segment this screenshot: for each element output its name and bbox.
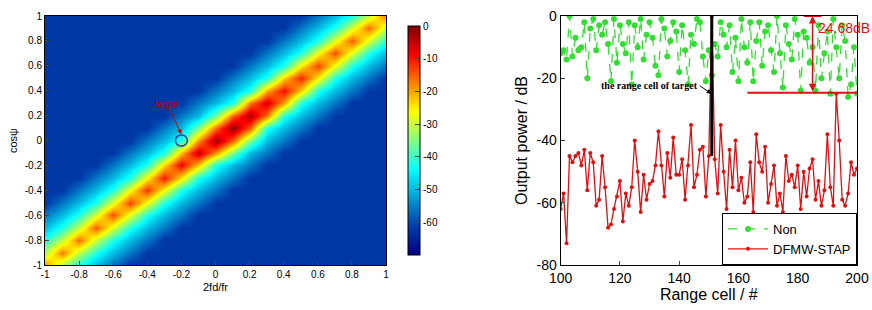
svg-text:-1: -1 xyxy=(33,260,42,271)
svg-text:-50: -50 xyxy=(423,184,438,195)
svg-text:target: target xyxy=(155,99,179,109)
svg-text:-20: -20 xyxy=(423,86,438,97)
svg-text:-20: -20 xyxy=(537,70,557,86)
svg-text:-0.2: -0.2 xyxy=(25,160,43,171)
svg-text:-0.6: -0.6 xyxy=(25,210,43,221)
svg-text:-0.4: -0.4 xyxy=(139,269,157,280)
svg-text:-0.8: -0.8 xyxy=(70,269,88,280)
svg-text:0: 0 xyxy=(213,269,219,280)
svg-text:-80: -80 xyxy=(537,257,557,273)
svg-text:-30: -30 xyxy=(423,119,438,130)
svg-text:140: 140 xyxy=(667,270,691,286)
svg-text:-40: -40 xyxy=(537,132,557,148)
svg-text:120: 120 xyxy=(608,270,632,286)
svg-text:-40: -40 xyxy=(423,151,438,162)
svg-text:100: 100 xyxy=(549,270,573,286)
svg-text:0: 0 xyxy=(549,8,557,24)
svg-text:0.2: 0.2 xyxy=(28,110,42,121)
svg-text:24.68dB: 24.68dB xyxy=(818,20,870,36)
svg-text:2fd/fr: 2fd/fr xyxy=(203,281,228,293)
svg-text:-0.6: -0.6 xyxy=(105,269,123,280)
svg-text:Output power / dB: Output power / dB xyxy=(513,76,530,205)
svg-text:Non: Non xyxy=(773,222,797,237)
svg-text:-60: -60 xyxy=(423,217,438,228)
svg-text:0: 0 xyxy=(423,21,429,32)
svg-text:-0.4: -0.4 xyxy=(25,185,43,196)
svg-text:0: 0 xyxy=(36,135,42,146)
svg-text:1: 1 xyxy=(36,11,42,22)
svg-text:0.8: 0.8 xyxy=(345,269,359,280)
svg-text:-0.8: -0.8 xyxy=(25,235,43,246)
svg-text:-1: -1 xyxy=(41,269,50,280)
svg-text:cosψ: cosψ xyxy=(7,128,19,153)
svg-text:-0.2: -0.2 xyxy=(173,269,191,280)
svg-text:200: 200 xyxy=(845,270,869,286)
svg-text:160: 160 xyxy=(727,270,751,286)
svg-text:the range cell of target: the range cell of target xyxy=(601,80,698,91)
svg-text:180: 180 xyxy=(786,270,810,286)
svg-text:Range cell / #: Range cell / # xyxy=(660,286,758,303)
svg-text:0.2: 0.2 xyxy=(243,269,257,280)
svg-text:0.6: 0.6 xyxy=(311,269,325,280)
svg-text:DFMW-STAP: DFMW-STAP xyxy=(773,242,851,257)
svg-text:0.4: 0.4 xyxy=(277,269,291,280)
svg-text:-60: -60 xyxy=(537,195,557,211)
svg-text:0.4: 0.4 xyxy=(28,85,42,96)
svg-text:0.8: 0.8 xyxy=(28,35,42,46)
svg-text:0.6: 0.6 xyxy=(28,60,42,71)
svg-text:-10: -10 xyxy=(423,53,438,64)
svg-text:1: 1 xyxy=(383,269,389,280)
